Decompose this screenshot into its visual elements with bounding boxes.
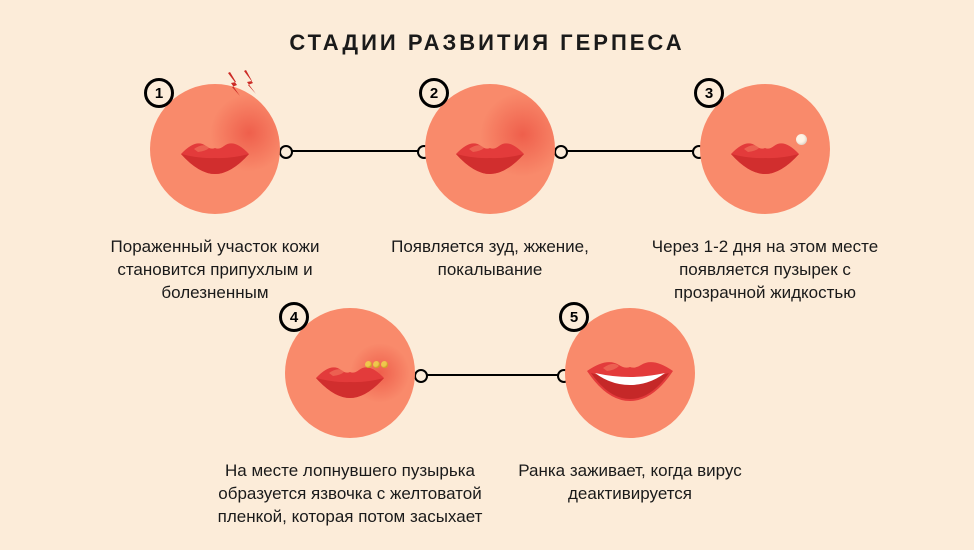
stage-circle: 3: [700, 84, 830, 214]
lips-smile-icon: [583, 357, 677, 403]
stage-2: 2 Появляется зуд, жжение, покалывание: [370, 84, 610, 282]
infographic-page: СТАДИИ РАЗВИТИЯ ГЕРПЕСА 1: [0, 0, 974, 550]
stage-number: 3: [705, 85, 713, 102]
stage-number-badge: 2: [419, 78, 449, 108]
stage-number: 4: [290, 309, 298, 326]
lips-icon: [451, 136, 529, 176]
stage-5: 5 Ранка заживает, когда вирус деактивиру…: [510, 308, 750, 506]
stage-1: 1 Пораженный участок кожи ст: [95, 84, 335, 305]
stage-number-badge: 5: [559, 302, 589, 332]
stage-number-badge: 1: [144, 78, 174, 108]
stage-circle: 2: [425, 84, 555, 214]
stage-circle: 1: [150, 84, 280, 214]
stage-number: 1: [155, 85, 163, 102]
stage-caption: Ранка заживает, когда вирус деактивирует…: [510, 460, 750, 506]
stage-number-badge: 4: [279, 302, 309, 332]
stage-caption: На месте лопнувшего пузырька образуется …: [205, 460, 495, 529]
stage-3: 3 Через 1-2 дня на этом месте появляется…: [645, 84, 885, 305]
lips-icon: [726, 136, 804, 176]
lips-icon: [176, 136, 254, 176]
crust-icon: [365, 361, 388, 368]
stage-number: 2: [430, 85, 438, 102]
stage-circle: 4: [285, 308, 415, 438]
stage-caption: Пораженный участок кожи становится припу…: [95, 236, 335, 305]
page-title: СТАДИИ РАЗВИТИЯ ГЕРПЕСА: [0, 30, 974, 56]
blister-icon: [796, 134, 807, 145]
stage-circle: 5: [565, 308, 695, 438]
stage-caption: Появляется зуд, жжение, покалывание: [370, 236, 610, 282]
stage-number: 5: [570, 309, 578, 326]
stage-caption: Через 1-2 дня на этом месте появляется п…: [645, 236, 885, 305]
stage-number-badge: 3: [694, 78, 724, 108]
stage-4: 4 На месте лопнувшего пузырька образуетс…: [230, 308, 470, 529]
